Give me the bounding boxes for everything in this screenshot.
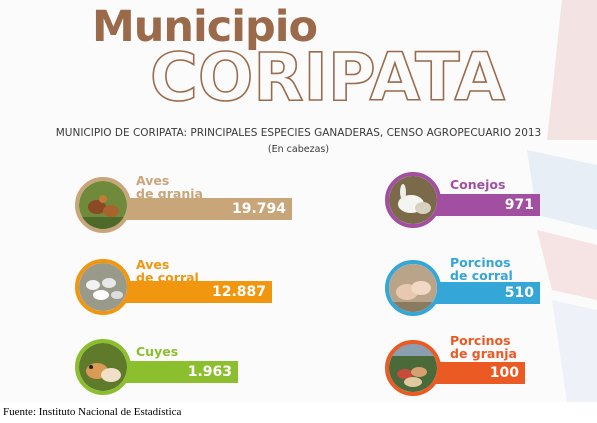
decorative-stripes bbox=[527, 0, 597, 402]
bar-value-label: 12.887 bbox=[211, 284, 266, 300]
bar: 510 bbox=[430, 282, 540, 304]
category-label: Conejos bbox=[450, 178, 505, 191]
category-label-line-2: de granja bbox=[450, 346, 517, 361]
chart-subtitle: (En cabezas) bbox=[267, 144, 330, 155]
category-label-line-2: de granja bbox=[136, 186, 203, 201]
category-label-line-1: Aves bbox=[136, 257, 170, 272]
bar: 19.794 bbox=[120, 198, 292, 220]
pigs-photo-icon bbox=[385, 260, 441, 316]
category-label-line-1: Porcinos bbox=[450, 255, 511, 270]
title-municipio: Municipio bbox=[92, 2, 318, 52]
bar-value-label: 1.963 bbox=[187, 364, 232, 380]
poultry-photo-icon bbox=[75, 259, 131, 315]
chickens-photo-icon bbox=[75, 177, 131, 233]
bar-value-label: 19.794 bbox=[231, 201, 286, 217]
category-label: Porcinos de corral bbox=[450, 256, 513, 282]
rabbits-photo-icon bbox=[385, 172, 441, 228]
category-label: Aves de corral bbox=[136, 258, 199, 284]
category-label: Cuyes bbox=[136, 345, 178, 358]
bar-value-label: 510 bbox=[504, 285, 534, 301]
infographic: Municipio CORIPATA MUNICIPIO DE CORIPATA… bbox=[55, 0, 597, 402]
chart-title: MUNICIPIO DE CORIPATA: PRINCIPALES ESPEC… bbox=[55, 127, 542, 139]
title-coripata: CORIPATA bbox=[150, 44, 506, 106]
category-label: Aves de granja bbox=[136, 174, 203, 200]
source-text: Fuente: Instituto Nacional de Estadístic… bbox=[3, 406, 182, 418]
bar: 1.963 bbox=[120, 361, 238, 383]
category-label-line-2: de corral bbox=[450, 268, 513, 283]
category-label-line-1: Aves bbox=[136, 173, 170, 188]
title-main-text: CORIPATA bbox=[150, 44, 505, 106]
guinea-pigs-photo-icon bbox=[75, 339, 131, 395]
category-label: Porcinos de granja bbox=[450, 334, 517, 360]
category-label-line-2: de corral bbox=[136, 270, 199, 285]
bar: 100 bbox=[430, 362, 525, 384]
bar: 12.887 bbox=[120, 281, 272, 303]
category-label-line-1: Porcinos bbox=[450, 333, 511, 348]
category-label-line-1: Cuyes bbox=[136, 344, 179, 359]
bar-value-label: 100 bbox=[489, 365, 519, 381]
category-label-line-1: Conejos bbox=[450, 177, 506, 192]
farm-pigs-photo-icon bbox=[385, 340, 441, 396]
bar: 971 bbox=[430, 194, 540, 216]
bar-value-label: 971 bbox=[504, 197, 534, 213]
